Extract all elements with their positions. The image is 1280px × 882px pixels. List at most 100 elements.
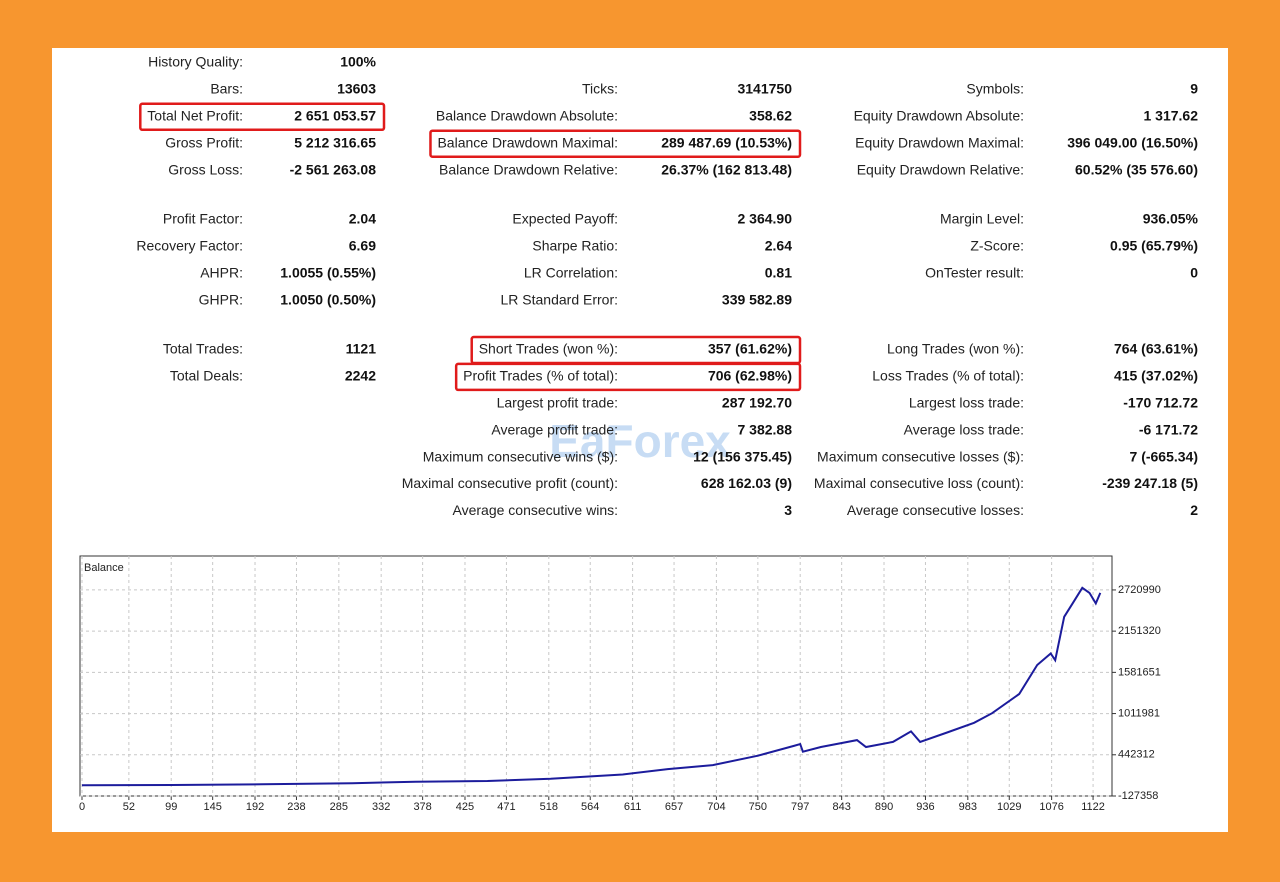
stat-label: Average loss trade:	[904, 421, 1024, 437]
y-tick-label: 442312	[1118, 749, 1155, 761]
stat-value: -170 712.72	[1123, 395, 1198, 411]
y-tick-label: 2720990	[1118, 584, 1161, 596]
stat-label: LR Standard Error:	[501, 291, 619, 307]
x-tick-label: 890	[875, 801, 893, 813]
x-tick-label: 0	[79, 801, 85, 813]
stat-label: Equity Drawdown Absolute:	[854, 108, 1024, 124]
stat-value: 0	[1190, 265, 1198, 281]
stat-value: 13603	[337, 81, 376, 97]
stat-label: Profit Trades (% of total):	[463, 368, 618, 384]
stat-label: OnTester result:	[925, 265, 1024, 281]
stat-label: Maximal consecutive loss (count):	[814, 475, 1024, 491]
stat-label: Maximum consecutive wins ($):	[423, 448, 618, 464]
stat-value: -239 247.18 (5)	[1102, 475, 1198, 491]
stat-label: AHPR:	[200, 265, 243, 281]
stat-label: Balance Drawdown Maximal:	[437, 134, 618, 150]
x-tick-label: 797	[791, 801, 809, 813]
x-tick-label: 378	[413, 801, 431, 813]
stat-value: 3	[784, 502, 792, 518]
x-tick-label: 425	[456, 801, 474, 813]
stat-label: Equity Drawdown Maximal:	[855, 134, 1024, 150]
stat-value: 2 651 053.57	[294, 108, 376, 124]
stat-value: 9	[1190, 81, 1198, 97]
stat-value: 5 212 316.65	[294, 134, 376, 150]
y-tick-label: 1011981	[1118, 707, 1160, 719]
chart-frame	[79, 555, 1113, 797]
stat-value: 7 382.88	[738, 421, 793, 437]
stat-label: Profit Factor:	[163, 211, 243, 227]
stat-value: 0.81	[765, 265, 792, 281]
x-tick-label: 99	[165, 801, 177, 813]
stat-label: Balance Drawdown Absolute:	[436, 108, 618, 124]
stat-label: Total Deals:	[170, 368, 243, 384]
stat-label: Average consecutive wins:	[453, 502, 619, 518]
x-tick-label: 657	[665, 801, 683, 813]
stat-label: Largest profit trade:	[497, 395, 618, 411]
x-tick-label: 471	[497, 801, 515, 813]
stat-value: 12 (156 375.45)	[693, 448, 792, 464]
stat-label: Margin Level:	[940, 211, 1024, 227]
stat-value: 1.0050 (0.50%)	[280, 291, 376, 307]
stat-label: Maximum consecutive losses ($):	[817, 448, 1024, 464]
stat-label: Long Trades (won %):	[887, 341, 1024, 357]
stat-value: 358.62	[749, 108, 792, 124]
stat-value: 287 192.70	[722, 395, 792, 411]
stat-label: Average profit trade:	[491, 421, 618, 437]
y-tick-label: 1581651	[1118, 666, 1161, 678]
x-tick-label: 564	[581, 801, 599, 813]
stat-label: Expected Payoff:	[512, 211, 618, 227]
stat-value: 3141750	[737, 81, 792, 97]
stat-label: Ticks:	[582, 81, 618, 97]
stat-label: Z-Score:	[970, 238, 1024, 254]
y-tick-label: -127358	[1118, 790, 1158, 802]
stat-label: Balance Drawdown Relative:	[439, 161, 618, 177]
x-tick-label: 611	[624, 801, 642, 813]
highlight-box	[139, 102, 386, 132]
stat-value: 2.64	[765, 238, 792, 254]
x-tick-label: 1029	[997, 801, 1021, 813]
x-tick-label: 750	[749, 801, 767, 813]
stat-value: -6 171.72	[1139, 421, 1198, 437]
stat-value: 628 162.03 (9)	[701, 475, 792, 491]
stat-label: LR Correlation:	[524, 265, 618, 281]
stat-value: 2	[1190, 502, 1198, 518]
stat-label: Gross Profit:	[165, 134, 243, 150]
x-tick-label: 936	[916, 801, 934, 813]
x-tick-label: 704	[707, 801, 725, 813]
stat-value: 415 (37.02%)	[1114, 368, 1198, 384]
stat-value: 6.69	[349, 238, 376, 254]
stat-label: Short Trades (won %):	[479, 341, 618, 357]
chart-title: Balance	[84, 562, 124, 574]
x-tick-label: 52	[123, 801, 135, 813]
stat-label: Total Trades:	[163, 341, 243, 357]
stat-value: -2 561 263.08	[290, 161, 377, 177]
stat-value: 26.37% (162 813.48)	[661, 161, 792, 177]
stat-value: 2.04	[349, 211, 376, 227]
stat-value: 1121	[346, 341, 377, 357]
stat-label: Total Net Profit:	[147, 108, 243, 124]
stat-value: 1 317.62	[1144, 108, 1199, 124]
highlight-box	[429, 129, 802, 158]
stat-value: 2 364.90	[738, 211, 793, 227]
stat-value: 706 (62.98%)	[708, 368, 792, 384]
stat-label: Symbols:	[966, 81, 1024, 97]
x-tick-label: 145	[203, 801, 221, 813]
stat-value: 289 487.69 (10.53%)	[661, 134, 792, 150]
stat-value: 7 (-665.34)	[1130, 448, 1198, 464]
x-tick-label: 238	[287, 801, 305, 813]
stat-label: Loss Trades (% of total):	[872, 368, 1024, 384]
watermark: EaForex	[549, 415, 731, 467]
stat-value: 357 (61.62%)	[708, 341, 792, 357]
x-tick-label: 983	[959, 801, 977, 813]
stat-label: GHPR:	[199, 291, 243, 307]
stat-label: Maximal consecutive profit (count):	[402, 475, 618, 491]
y-tick-label: 2151320	[1118, 625, 1161, 637]
stat-label: Average consecutive losses:	[847, 502, 1024, 518]
stat-label: Sharpe Ratio:	[532, 238, 618, 254]
stat-value: 936.05%	[1143, 211, 1199, 227]
x-tick-label: 1076	[1039, 801, 1063, 813]
stat-label: Recovery Factor:	[136, 238, 243, 254]
x-tick-label: 192	[246, 801, 264, 813]
